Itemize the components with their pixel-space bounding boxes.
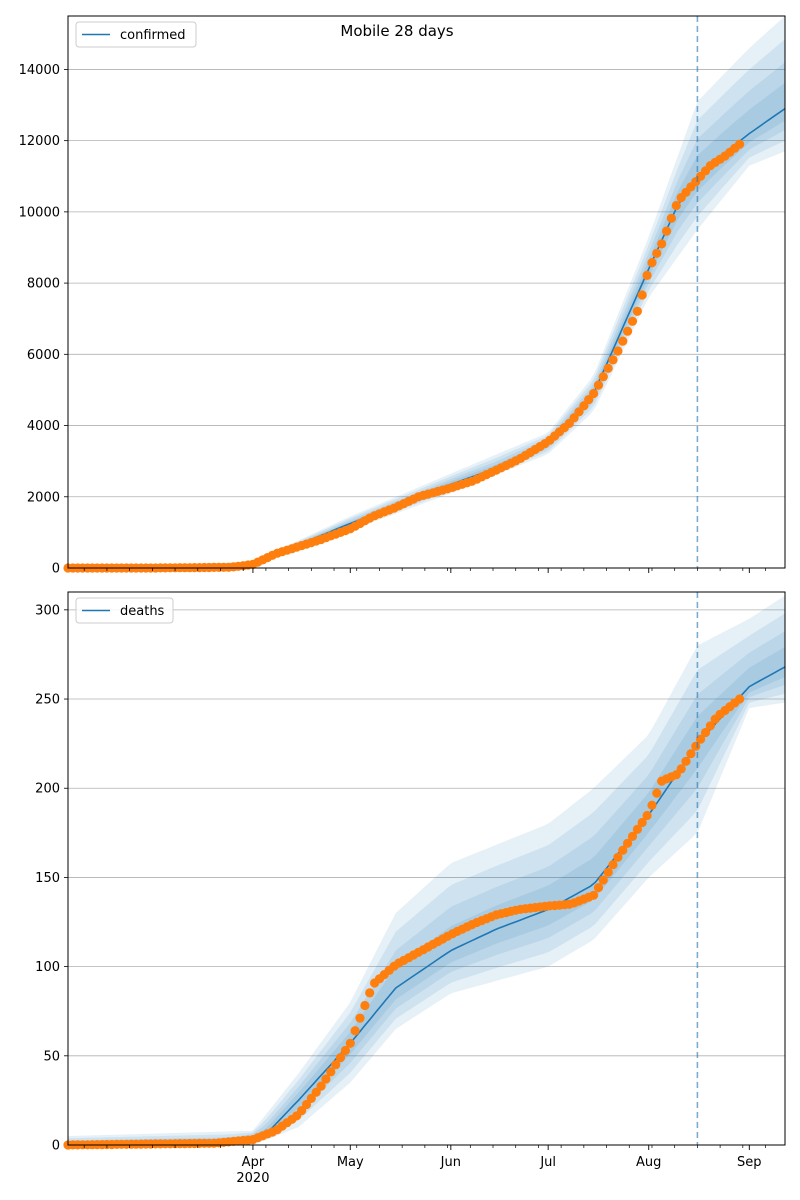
uncertainty-band-layer	[68, 595, 785, 1145]
observed-point	[623, 838, 633, 848]
legend: deaths	[75, 597, 174, 624]
x-tick-label: Jun	[440, 1155, 461, 1170]
x-tick-label: Sep	[737, 1155, 762, 1170]
uncertainty-band-layer	[68, 631, 785, 1145]
observed-point	[627, 831, 638, 842]
x-tick-label: Jul	[539, 1155, 556, 1170]
observed-point	[613, 346, 623, 356]
observed-point	[642, 810, 652, 821]
uncertainty-band-layer	[68, 613, 785, 1145]
observed-point	[598, 875, 608, 885]
y-tick-label: 14000	[19, 63, 60, 78]
observed-point	[735, 139, 745, 149]
observed-point	[705, 721, 716, 731]
observed-point	[618, 336, 628, 346]
observed-point	[632, 306, 643, 316]
observed-point	[608, 860, 618, 870]
y-tick-label: 50	[43, 1049, 60, 1064]
observed-point	[297, 1106, 307, 1116]
x-tick-label: May	[337, 1155, 364, 1170]
observed-point	[676, 764, 686, 774]
observed-point	[671, 200, 681, 211]
y-tick-label: 0	[52, 1139, 60, 1154]
observed-point	[584, 395, 594, 405]
observed-point	[618, 845, 628, 855]
x-tick-label: Aug	[636, 1155, 661, 1170]
observed-point	[589, 890, 599, 900]
observed-point	[593, 883, 604, 893]
y-tick-label: 250	[35, 693, 60, 708]
observed-point	[681, 756, 691, 766]
observed-point	[603, 363, 613, 373]
observed-point	[589, 388, 599, 399]
observed-point	[598, 372, 608, 382]
observed-point	[335, 1053, 346, 1063]
observed-point	[306, 1093, 316, 1103]
observed-point	[365, 988, 375, 998]
observed-point	[613, 852, 623, 862]
observed-point	[340, 1045, 350, 1056]
observed-point	[623, 326, 633, 336]
observed-point	[569, 413, 579, 423]
y-tick-label: 0	[52, 562, 60, 577]
y-tick-label: 2000	[27, 490, 60, 505]
observed-point	[360, 1000, 370, 1011]
y-tick-label: 300	[35, 603, 60, 618]
observed-point	[627, 316, 638, 326]
chart-title: Mobile 28 days	[340, 22, 453, 40]
observed-point	[326, 1067, 336, 1077]
observed-point	[686, 749, 696, 759]
observed-point	[735, 694, 745, 704]
observed-point	[647, 258, 657, 268]
observed-point	[652, 248, 662, 258]
observed-point	[355, 1013, 365, 1023]
y-tick-label: 200	[35, 782, 60, 797]
observed-point	[657, 239, 667, 249]
y-tick-label: 8000	[27, 277, 60, 292]
observed-point	[662, 226, 672, 236]
observed-point	[647, 800, 657, 810]
y-tick-label: 150	[35, 871, 60, 886]
observed-point	[642, 270, 652, 280]
uncertainty-band-layer	[68, 16, 785, 568]
observed-point	[331, 1060, 341, 1070]
observed-point	[696, 734, 706, 744]
observed-point	[311, 1087, 321, 1097]
legend-label: confirmed	[120, 28, 186, 43]
y-tick-label: 100	[35, 960, 60, 975]
x-year-label: 2020	[236, 1171, 269, 1186]
legend-box	[75, 21, 197, 48]
observed-point	[652, 788, 662, 798]
y-tick-label: 6000	[27, 348, 60, 363]
observed-point	[700, 727, 711, 738]
observed-point	[632, 824, 643, 835]
uncertainty-band-layer	[68, 39, 785, 569]
observed-point	[608, 355, 618, 365]
observed-point	[666, 213, 677, 223]
observed-point	[637, 817, 647, 828]
observed-point	[574, 407, 584, 417]
observed-point	[321, 1074, 331, 1084]
observed-point	[316, 1081, 326, 1091]
y-tick-label: 10000	[19, 205, 60, 220]
observed-point	[593, 380, 604, 390]
x-tick-label: Apr	[242, 1155, 265, 1170]
axes-frame	[67, 591, 786, 1146]
y-tick-label: 12000	[19, 134, 60, 149]
axes-frame	[67, 15, 786, 569]
observed-point	[345, 1038, 355, 1048]
observed-point	[350, 1026, 360, 1036]
legend: confirmed	[75, 21, 197, 48]
observed-point	[637, 290, 647, 300]
legend-label: deaths	[120, 604, 165, 619]
y-tick-label: 4000	[27, 419, 60, 434]
observed-point	[603, 867, 613, 877]
legend-box	[75, 597, 174, 624]
confirmed-panel: 0 2000 4000 6000 8000 10000 12000 14000 confirme…	[19, 15, 786, 577]
